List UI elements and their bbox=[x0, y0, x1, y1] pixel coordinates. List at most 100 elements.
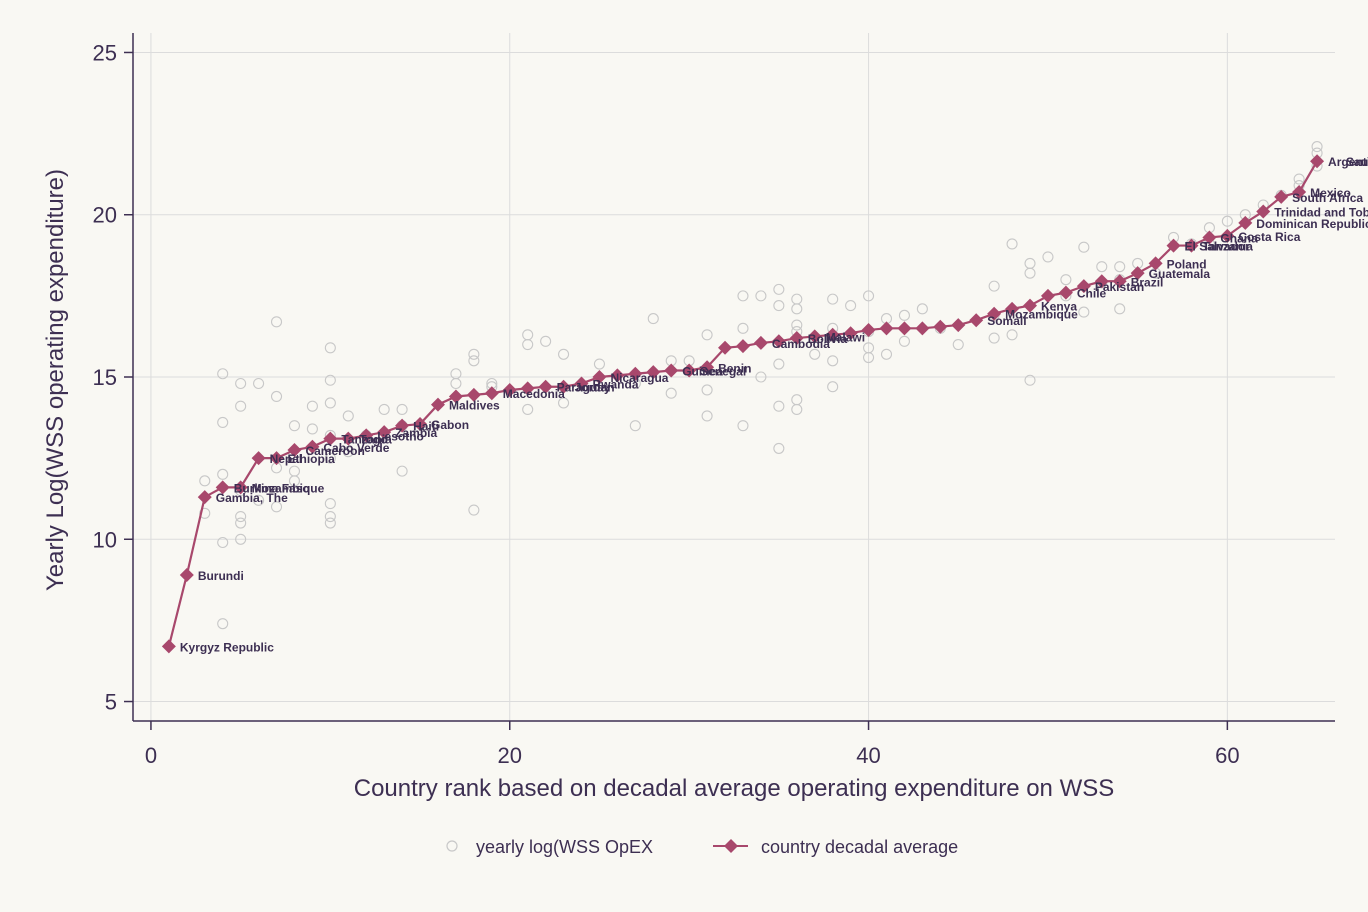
average-point bbox=[251, 451, 266, 466]
point-label: Macedonia bbox=[503, 387, 565, 401]
average-point bbox=[430, 397, 445, 412]
yearly-point bbox=[880, 348, 893, 360]
yearly-point bbox=[217, 468, 229, 480]
yearly-point bbox=[235, 533, 247, 545]
average-point bbox=[1220, 228, 1235, 243]
average-point bbox=[1076, 279, 1091, 294]
average-point bbox=[287, 443, 302, 458]
yearly-point bbox=[701, 384, 713, 396]
average-point bbox=[1292, 185, 1307, 200]
point-label: Haiti bbox=[413, 420, 439, 434]
yearly-point bbox=[1060, 274, 1072, 286]
point-label: Costa Rica bbox=[1238, 230, 1300, 244]
average-point bbox=[179, 567, 194, 582]
point-labels: Kyrgyz Republic Burundi Gambia, TheBurkina… bbox=[180, 155, 1368, 654]
average-point bbox=[448, 389, 463, 404]
average-point bbox=[1256, 204, 1271, 219]
yearly-point bbox=[217, 618, 229, 630]
yearly-point bbox=[791, 319, 803, 331]
yearly-point bbox=[665, 387, 677, 399]
y-tick-label: 5 bbox=[105, 690, 117, 715]
average-point bbox=[969, 313, 984, 328]
average-point bbox=[700, 360, 715, 375]
average-point bbox=[807, 329, 822, 344]
point-label: Pakistan bbox=[1095, 280, 1144, 294]
point-label: Tanzania bbox=[341, 433, 392, 447]
yearly-point bbox=[773, 300, 785, 312]
y-tick-label: 20 bbox=[93, 203, 117, 228]
average-point bbox=[484, 386, 499, 401]
yearly-point bbox=[827, 293, 839, 305]
yearly-point bbox=[306, 423, 318, 435]
average-point bbox=[269, 451, 284, 466]
point-label: Argentina bbox=[1328, 155, 1368, 169]
average-point bbox=[466, 387, 481, 402]
yearly-point bbox=[558, 348, 570, 360]
y-tick-label: 25 bbox=[93, 40, 117, 65]
average-point bbox=[664, 363, 679, 378]
average-point bbox=[1238, 215, 1253, 230]
yearly-point bbox=[324, 498, 336, 510]
yearly-point bbox=[324, 342, 336, 354]
average-point bbox=[197, 490, 212, 505]
point-label: Burkina Faso bbox=[234, 481, 310, 495]
yearly-point bbox=[773, 400, 785, 412]
yearly-point bbox=[773, 358, 785, 370]
average-point bbox=[825, 327, 840, 342]
point-label: Bolivia bbox=[808, 332, 848, 346]
average-point bbox=[233, 480, 248, 495]
yearly-point bbox=[450, 377, 462, 390]
yearly-point bbox=[701, 329, 713, 341]
point-label: Dominican Republic bbox=[1256, 217, 1368, 231]
x-tick-label: 60 bbox=[1215, 743, 1239, 768]
yearly-point bbox=[629, 420, 641, 432]
yearly-point bbox=[755, 290, 767, 302]
point-label: Malawi bbox=[826, 330, 865, 344]
point-label: Mozambique bbox=[252, 481, 325, 495]
average-point bbox=[879, 321, 894, 336]
point-label: Cabo Verde bbox=[323, 441, 389, 455]
average-point bbox=[520, 381, 535, 396]
average-point bbox=[1023, 298, 1038, 313]
yearly-point bbox=[647, 313, 659, 325]
yearly-point bbox=[1114, 261, 1126, 273]
average-point bbox=[574, 376, 589, 391]
yearly-point bbox=[898, 335, 910, 347]
point-label: Guatemala bbox=[1149, 267, 1211, 281]
average-point bbox=[897, 321, 912, 336]
yearly-point bbox=[270, 316, 283, 328]
point-label: Brazil bbox=[1131, 275, 1164, 289]
yearly-point bbox=[324, 374, 336, 386]
yearly-point bbox=[952, 338, 964, 351]
yearly-point bbox=[253, 377, 265, 390]
yearly-point bbox=[324, 452, 336, 464]
yearly-point bbox=[863, 290, 875, 302]
yearly-point bbox=[306, 400, 318, 412]
yearly-point bbox=[270, 390, 283, 403]
yearly-point bbox=[468, 348, 480, 360]
average-point bbox=[377, 425, 392, 440]
average-point bbox=[305, 439, 320, 454]
x-axis-title: Country rank based on decadal average op… bbox=[354, 775, 1115, 802]
average-point bbox=[556, 379, 571, 394]
yearly-point bbox=[1024, 267, 1036, 279]
average-point bbox=[718, 340, 733, 355]
average-point bbox=[915, 321, 930, 336]
point-label: Saudi Arabia bbox=[1346, 155, 1368, 169]
average-series bbox=[161, 154, 1325, 654]
yearly-point bbox=[468, 355, 480, 367]
yearly-point bbox=[396, 403, 408, 416]
average-point bbox=[502, 382, 517, 397]
yearly-point bbox=[737, 290, 749, 302]
point-label: Rwanda bbox=[593, 377, 639, 391]
average-point bbox=[215, 480, 230, 495]
point-label: Ethiopia bbox=[288, 452, 336, 466]
yearly-point bbox=[593, 358, 605, 370]
point-label: Burundi bbox=[198, 569, 244, 583]
average-point bbox=[753, 335, 768, 350]
yearly-point bbox=[235, 510, 247, 523]
yearly-point bbox=[737, 322, 749, 334]
yearly-point bbox=[199, 507, 211, 519]
point-label: Trinidad and Tobago bbox=[1274, 205, 1368, 219]
